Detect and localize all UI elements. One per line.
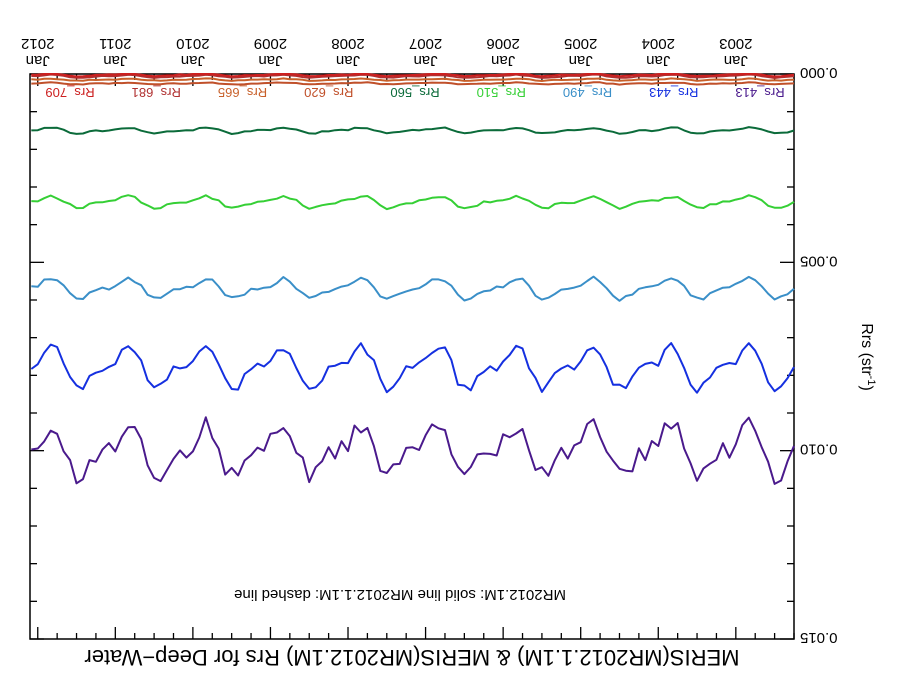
legend-entry: Rrs_620 [304,85,353,100]
x-tick-label-month: Jan [181,52,205,69]
series-line-rrs-490 [31,275,795,302]
y-axis-label: Rrs (str-1) [858,323,877,391]
line-style-annotation: MR2012.1M: solid line MR2012.1.1M: dashe… [234,586,566,603]
x-tick-label-month: Jan [646,52,670,69]
x-tick-label-month: Jan [491,52,515,69]
y-tick-label: 0.005 [800,252,838,269]
x-tick-label-month: Jan [413,52,437,69]
y-axis-label-text: Rrs (str [858,323,875,376]
x-tick-label-year: 2003 [719,35,752,52]
chart-title: MERIS(MR2012.1.1M) & MERIS(MR2012.1M) Rr… [84,645,739,670]
x-tick-label-month: Jan [103,52,127,69]
y-tick-label: 0.015 [800,629,838,646]
x-tick-label-year: 2010 [176,35,209,52]
series-line-rrs-620 [31,81,795,86]
series-lines [30,73,795,485]
series-line-rrs-665 [31,77,795,82]
legend: Rrs_413 Rrs_443 Rrs_490 Rrs_510 Rrs_560 Rrs_6… [45,85,784,100]
series-line-rrs-709 [31,73,795,78]
x-tick-label-year: 2006 [486,35,519,52]
legend-entry: Rrs_443 [649,85,698,100]
x-tick-label-month: Jan [569,52,593,69]
legend-entry: Rrs_413 [735,85,784,100]
x-tick-label-month: Jan [258,52,282,69]
x-tick-label-year: 2008 [331,35,364,52]
x-tick-label-year: 2011 [99,35,131,52]
y-axis-label-superscript: -1 [865,376,877,386]
legend-entry: Rrs_560 [390,85,439,100]
y-axis-ticks: 0.000 0.005 0.010 0.015 [30,64,838,646]
x-tick-label-year: 2007 [409,35,442,52]
x-tick-label-month: Jan [336,52,360,69]
legend-entry: Rrs_490 [563,85,612,100]
x-tick-label-month: Jan [26,52,50,69]
plot-frame [29,73,795,640]
x-tick-label-year: 2012 [21,35,54,52]
series-line-rrs-443 [30,342,795,394]
x-tick-label-month: Jan [724,52,748,69]
x-tick-label-year: 2004 [642,35,675,52]
x-tick-label-year: 2005 [564,35,597,52]
legend-entry: Rrs_665 [218,85,267,100]
x-axis-ticks: Jan2003Jan2004Jan2005Jan2006Jan2007Jan20… [21,35,795,639]
y-tick-label: 0.000 [800,64,838,81]
legend-entry: Rrs_510 [477,85,526,100]
x-tick-label-year: 2009 [254,35,287,52]
series-line-rrs-510 [31,194,795,211]
legend-entry: Rrs_681 [132,85,181,100]
legend-entry: Rrs_709 [45,85,94,100]
series-line-rrs-413 [31,416,795,485]
series-line-rrs-560 [31,126,795,135]
y-tick-label: 0.010 [800,441,838,458]
